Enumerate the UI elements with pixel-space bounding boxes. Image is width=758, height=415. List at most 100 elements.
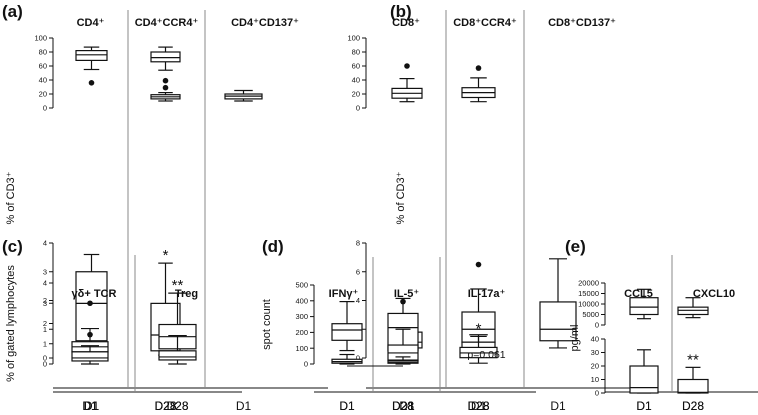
box <box>331 323 363 341</box>
x-category-label: D1 <box>339 399 355 413</box>
outlier-point <box>404 63 410 69</box>
x-category-label: D1 <box>84 399 100 413</box>
x-category-label: D28 <box>392 399 414 413</box>
y-tick-label: 8 <box>356 239 360 248</box>
y-tick-label: 60 <box>352 62 360 71</box>
box <box>150 51 181 63</box>
significance-mark: ** <box>687 351 699 368</box>
y-tick-label: 2 <box>43 319 47 328</box>
y-tick-label: 20 <box>591 362 599 371</box>
p-value-annotation: p=0.061 <box>467 349 505 361</box>
y-tick-label: 0 <box>356 354 360 363</box>
x-category-label: D1 <box>82 399 98 413</box>
box <box>158 350 197 361</box>
x-category-label: D1 <box>339 399 355 413</box>
y-axis-label: spot count <box>261 299 273 350</box>
y-tick-label: 10000 <box>578 300 599 309</box>
y-tick-label: 10 <box>591 375 599 384</box>
x-category-label: D28 <box>682 399 704 413</box>
x-category-label: D1 <box>399 399 415 413</box>
outlier-point <box>87 300 93 307</box>
y-tick-label: 40 <box>352 76 360 85</box>
y-tick-label: 0 <box>356 104 360 113</box>
x-category-label: D28 <box>392 399 414 413</box>
x-category-label: D1 <box>236 399 252 413</box>
y-tick-label: 1 <box>43 339 47 348</box>
outlier-point <box>475 261 482 268</box>
box <box>71 351 109 362</box>
outlier-point <box>475 65 482 71</box>
y-tick-label: 20 <box>352 90 360 99</box>
x-category-label: D1 <box>636 399 652 413</box>
panel-label: (a) <box>2 2 23 21</box>
y-tick-label: 5000 <box>582 310 599 319</box>
y-tick-label: 100 <box>34 34 47 43</box>
x-category-label: D28 <box>392 399 414 413</box>
y-tick-label: 30 <box>591 348 599 357</box>
x-category-label: D1 <box>636 399 652 413</box>
group-title: IL-5⁺ <box>394 288 420 300</box>
group-title: CD8⁺ <box>392 17 420 29</box>
y-tick-label: 400 <box>295 296 308 305</box>
panel-label: (e) <box>565 237 586 256</box>
y-tick-label: 40 <box>591 335 599 344</box>
y-tick-label: 6 <box>356 267 360 276</box>
x-category-label: D1 <box>399 399 415 413</box>
box <box>75 271 108 342</box>
x-category-label: D28 <box>467 399 489 413</box>
box <box>677 378 709 394</box>
y-tick-label: 500 <box>295 281 308 290</box>
box <box>539 301 577 342</box>
y-tick-label: 3 <box>43 299 47 308</box>
y-tick-label: 4 <box>43 279 47 288</box>
y-tick-label: 15000 <box>578 289 599 298</box>
y-axis-label: % of CD3⁺ <box>395 171 407 224</box>
group-title: Treg <box>175 288 198 300</box>
x-category-label: D1 <box>471 399 487 413</box>
outlier-point <box>162 77 169 84</box>
panel-label: (c) <box>2 237 23 256</box>
outlier-point <box>87 331 93 338</box>
y-tick-label: 0 <box>595 389 599 398</box>
y-tick-label: 80 <box>39 48 47 57</box>
outlier-point <box>162 84 169 91</box>
y-tick-label: 60 <box>39 62 47 71</box>
y-tick-label: 300 <box>295 312 308 321</box>
x-category-label: D28 <box>166 399 188 413</box>
y-tick-label: 0 <box>304 360 308 369</box>
y-tick-label: 20000 <box>578 279 599 288</box>
x-category-label: D28 <box>682 399 704 413</box>
y-axis-label: % of CD3⁺ <box>5 171 17 224</box>
x-category-label: D1 <box>84 399 100 413</box>
box <box>75 49 108 61</box>
group-title: IFNγ⁺ <box>329 288 359 300</box>
group-title: γδ+ TCR <box>72 288 117 300</box>
group-title: CD4⁺CCR4⁺ <box>135 17 199 29</box>
box <box>629 297 659 316</box>
box <box>629 365 659 394</box>
y-tick-label: 0 <box>43 360 47 369</box>
x-category-label: D28 <box>467 399 489 413</box>
panel-label: (d) <box>262 237 284 256</box>
y-tick-label: 100 <box>347 34 360 43</box>
group-title: CD8⁺CD137⁺ <box>548 17 616 29</box>
y-tick-label: 4 <box>356 296 360 305</box>
x-category-label: D28 <box>166 399 188 413</box>
y-tick-label: 100 <box>295 344 308 353</box>
panel-label: (b) <box>390 2 412 21</box>
outlier-point <box>400 298 406 305</box>
y-tick-label: 2 <box>43 296 47 305</box>
group-title: CD4⁺CD137⁺ <box>231 17 299 29</box>
x-category-label: D28 <box>154 399 176 413</box>
y-tick-label: 4 <box>43 239 47 248</box>
outlier-point <box>88 80 95 86</box>
group-title: CD4⁺ <box>77 17 105 29</box>
y-tick-label: 80 <box>352 48 360 57</box>
group-title: CXCL10 <box>693 288 735 300</box>
y-tick-label: 40 <box>39 76 47 85</box>
group-title: CD8⁺CCR4⁺ <box>453 17 517 29</box>
x-category-label: D28 <box>467 399 489 413</box>
